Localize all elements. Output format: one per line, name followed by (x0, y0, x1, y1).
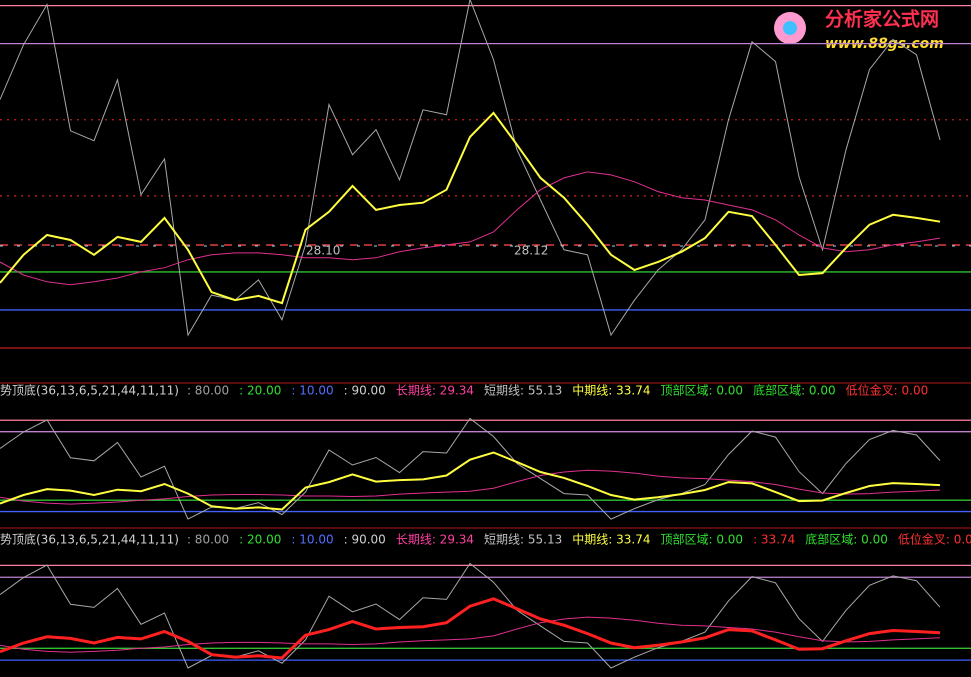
panel (0, 562, 971, 669)
series-line (0, 616, 941, 653)
series-line (0, 0, 941, 337)
panel (0, 0, 971, 349)
legend-item: 底部区域: 0.00 (805, 532, 888, 547)
series-line (0, 562, 941, 669)
legend-item: : 20.00 (239, 533, 281, 547)
legend-item: 长期线: 29.34 (396, 384, 474, 398)
series-line (0, 597, 941, 660)
panel-header: 趋势顶底(36,13,6,5,21,44,11,11) (0, 532, 179, 547)
legend-item: 中期线: 33.74 (572, 383, 650, 398)
legend-item: 低位金叉: 0.00 (898, 532, 971, 547)
legend-item: 短期线: 55.13 (484, 533, 562, 547)
legend-item: 中期线: 33.74 (572, 532, 650, 547)
legend-item: : 80.00 (187, 533, 229, 547)
legend-item: : 90.00 (344, 384, 386, 398)
logo: 分析家公式网 www.88gs.com (774, 8, 944, 52)
panel-header: 趋势顶底(36,13,6,5,21,44,11,11) (0, 383, 179, 398)
price-label: 28.10 (306, 244, 340, 258)
legend-item: 顶部区域: 0.00 (660, 383, 743, 398)
legend-item: : 33.74 (753, 533, 795, 547)
legend-item: : 90.00 (344, 533, 386, 547)
legend-item: 顶部区域: 0.00 (660, 532, 743, 547)
legend-item: 低位金叉: 0.00 (846, 383, 929, 398)
legend-item: : 20.00 (239, 384, 281, 398)
logo-title: 分析家公式网 (825, 8, 939, 31)
series-line (0, 171, 941, 286)
logo-flower (783, 21, 797, 35)
legend-item: : 10.00 (291, 384, 333, 398)
legend-item: : 80.00 (187, 384, 229, 398)
series-line (0, 451, 941, 511)
series-line (0, 469, 941, 505)
series-line (0, 417, 941, 520)
legend-item: 长期线: 29.34 (396, 533, 474, 547)
panel (0, 417, 971, 520)
price-label: 28.12 (514, 244, 548, 258)
legend-item: 底部区域: 0.00 (753, 383, 836, 398)
legend-item: 短期线: 55.13 (484, 384, 562, 398)
series-line (0, 111, 941, 305)
legend-item: : 10.00 (291, 533, 333, 547)
